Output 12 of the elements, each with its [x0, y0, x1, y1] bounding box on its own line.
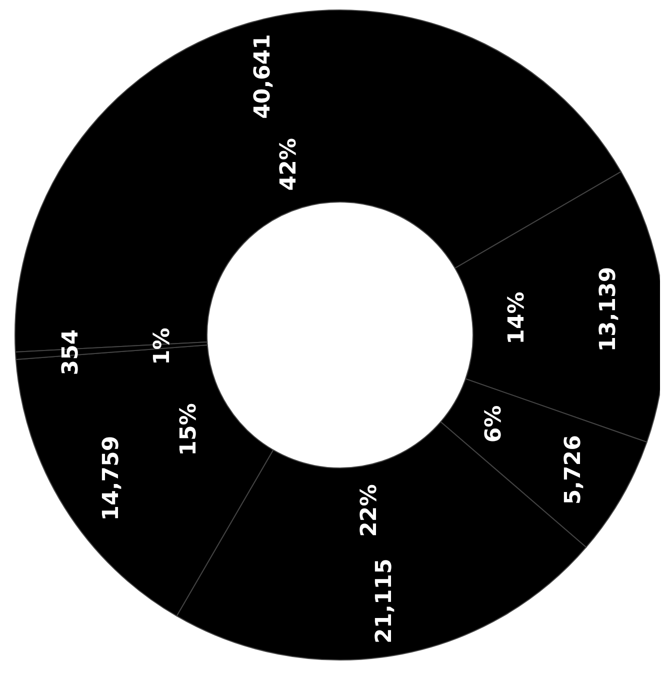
- text: 14%: [504, 292, 530, 344]
- data-label: 40,641: [250, 34, 276, 119]
- data-label: 13,139: [596, 266, 622, 352]
- text: 15%: [176, 403, 202, 456]
- text: 6%: [482, 405, 507, 443]
- text: 42%: [276, 138, 302, 191]
- data-label: 14,759: [98, 436, 124, 521]
- text: 22%: [356, 484, 382, 537]
- data-label: 21,115: [372, 558, 398, 644]
- data-label: 5,726: [561, 435, 586, 505]
- text: 1%: [150, 328, 175, 366]
- data-label: 354: [58, 329, 84, 376]
